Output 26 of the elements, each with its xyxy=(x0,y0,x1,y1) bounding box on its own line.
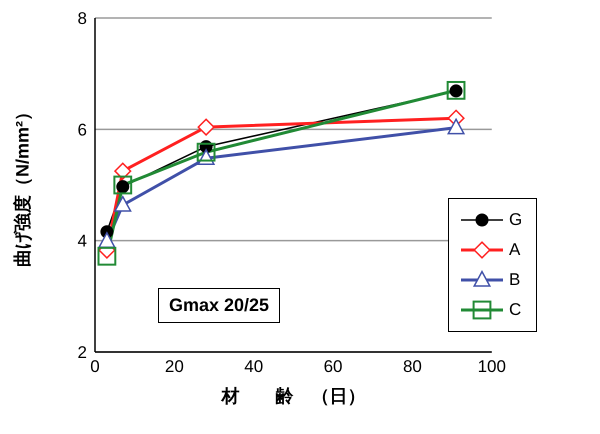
point xyxy=(114,196,132,212)
legend-label: A xyxy=(509,240,520,260)
legend-label: B xyxy=(509,270,520,290)
annotation: Gmax 20/25 xyxy=(158,288,280,323)
x-tick-label: 20 xyxy=(164,357,184,376)
y-tick-label: 8 xyxy=(78,9,87,28)
point xyxy=(98,246,116,266)
x-tick-label: 60 xyxy=(324,357,343,376)
point xyxy=(113,176,132,194)
x-axis-title: 材 齢 （日） xyxy=(220,386,366,406)
legend-label: G xyxy=(509,210,522,230)
x-tick-label: 40 xyxy=(244,357,264,376)
x-tick-label: 80 xyxy=(402,357,422,376)
x-tick-label: 0 xyxy=(90,357,100,376)
y-tick-label: 4 xyxy=(78,232,87,251)
y-axis-title: 曲げ強度（N/mm²） xyxy=(12,102,32,268)
point xyxy=(114,162,132,180)
legend-label: C xyxy=(509,300,522,320)
y-tick-label: 2 xyxy=(78,343,87,362)
x-tick-label: 100 xyxy=(478,357,506,376)
point xyxy=(196,142,216,162)
point xyxy=(448,118,465,134)
point xyxy=(446,80,466,100)
point xyxy=(198,118,215,136)
point xyxy=(98,232,116,248)
y-tick-label: 6 xyxy=(78,120,87,140)
